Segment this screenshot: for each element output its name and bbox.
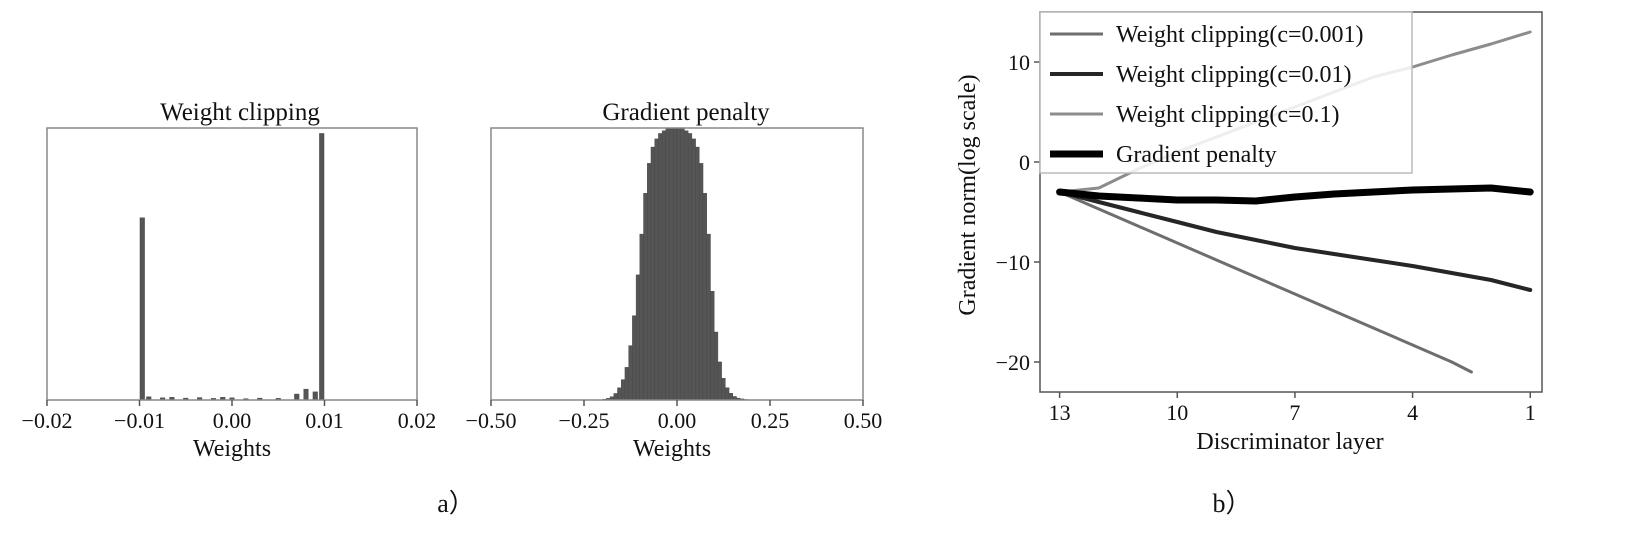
gradient-penalty-histogram: Gradient penalty −0.50 −0.25 0.00 0.25 0.50 … xyxy=(466,99,883,462)
histogram-bar xyxy=(303,388,309,401)
gradient-norm-x-label: Discriminator layer xyxy=(1196,429,1383,455)
histogram-bar xyxy=(635,274,641,401)
histogram-bar xyxy=(691,138,696,401)
histogram-bar xyxy=(632,315,637,401)
gradient-norm-x-ticks: 13 10 7 4 1 xyxy=(1049,392,1536,425)
y-tick-label: −10 xyxy=(996,250,1030,275)
x-tick-label: 0.02 xyxy=(398,408,437,433)
x-tick-label: 0.25 xyxy=(751,408,790,433)
gradient-norm-line-chart: 10 0 −10 −20 13 10 7 4 1 Gradient norm(log scal… xyxy=(955,11,1543,455)
legend-entry-label: Weight clipping(c=0.001) xyxy=(1116,22,1364,48)
legend-box xyxy=(1039,11,1413,174)
x-tick-label: 0.00 xyxy=(213,408,252,433)
legend-entry-label: Weight clipping(c=0.01) xyxy=(1116,62,1352,88)
histogram-bar xyxy=(628,345,633,401)
histogram-bar xyxy=(673,127,678,401)
x-tick-label: 0.01 xyxy=(305,408,344,433)
panel-a-label: a） xyxy=(437,489,475,518)
histogram-bar xyxy=(717,361,722,401)
histogram-bar xyxy=(621,379,626,401)
y-tick-label: −20 xyxy=(996,350,1030,375)
legend-entry-label: Gradient penalty xyxy=(1116,142,1277,168)
histogram-bar xyxy=(710,291,715,401)
histogram-bar xyxy=(650,146,655,401)
histogram-bar xyxy=(669,127,674,401)
histogram-bar xyxy=(639,233,644,401)
y-tick-label: 0 xyxy=(1019,150,1030,175)
x-tick-label: 0.50 xyxy=(844,408,883,433)
x-tick-label: 13 xyxy=(1049,400,1071,425)
histogram-bar xyxy=(721,378,726,401)
weight-clipping-x-ticks: −0.02 −0.01 0.00 0.01 0.02 xyxy=(22,400,437,433)
panel-b-label: b） xyxy=(1212,489,1251,518)
histogram-bar xyxy=(676,127,681,401)
series-line xyxy=(1056,184,1534,205)
gradient-penalty-bars xyxy=(602,127,752,401)
histogram-bar xyxy=(725,387,730,401)
x-tick-label: 4 xyxy=(1407,400,1418,425)
histogram-bar xyxy=(695,146,700,401)
histogram-bar xyxy=(658,133,663,401)
gradient-penalty-x-label: Weights xyxy=(633,436,711,462)
histogram-bar xyxy=(613,393,618,401)
gradient-norm-y-ticks: 10 0 −10 −20 xyxy=(996,50,1040,375)
histogram-bar xyxy=(699,163,704,401)
histogram-bar xyxy=(728,393,734,401)
weight-clipping-x-label: Weights xyxy=(193,436,271,462)
histogram-bar xyxy=(687,133,693,401)
x-tick-label: 1 xyxy=(1525,400,1536,425)
histogram-bar xyxy=(647,163,652,401)
histogram-bar xyxy=(319,133,325,401)
histogram-bar xyxy=(714,331,719,401)
histogram-bar xyxy=(624,367,629,401)
gradient-penalty-x-ticks: −0.50 −0.25 0.00 0.25 0.50 xyxy=(466,400,883,433)
histogram-bar xyxy=(643,193,648,401)
histogram-bar xyxy=(312,391,318,401)
histogram-bar xyxy=(139,217,145,401)
histogram-bar xyxy=(294,393,300,401)
x-tick-label: −0.02 xyxy=(22,408,73,433)
gradient-penalty-title: Gradient penalty xyxy=(602,99,770,126)
x-tick-label: 0.00 xyxy=(658,408,697,433)
histogram-bar xyxy=(665,127,670,401)
histogram-bar xyxy=(702,193,707,401)
histogram-bar xyxy=(617,387,622,401)
x-tick-label: 10 xyxy=(1166,400,1188,425)
x-tick-label: −0.25 xyxy=(559,408,610,433)
x-tick-label: −0.01 xyxy=(114,408,165,433)
histogram-bar xyxy=(684,130,689,401)
y-tick-label: 10 xyxy=(1008,50,1030,75)
weight-clipping-title: Weight clipping xyxy=(160,99,320,126)
gradient-norm-legend: Weight clipping(c=0.001) Weight clipping(… xyxy=(1039,11,1413,174)
weight-clipping-histogram: Weight clipping −0.02 −0.01 0.00 0.01 0.02 W… xyxy=(22,99,437,462)
series-line xyxy=(1058,190,1473,374)
legend-entry-label: Weight clipping(c=0.1) xyxy=(1116,102,1340,128)
histogram-bar xyxy=(661,130,667,401)
x-tick-label: 7 xyxy=(1289,400,1300,425)
histogram-bar xyxy=(706,233,711,401)
histogram-bar xyxy=(654,138,659,401)
weight-clipping-bars xyxy=(139,133,325,401)
histogram-bar xyxy=(680,127,685,401)
series-line xyxy=(1057,190,1533,292)
gradient-norm-y-label: Gradient norm(log scale) xyxy=(955,74,981,315)
weight-clipping-plot-frame xyxy=(46,127,418,401)
x-tick-label: −0.50 xyxy=(466,408,517,433)
